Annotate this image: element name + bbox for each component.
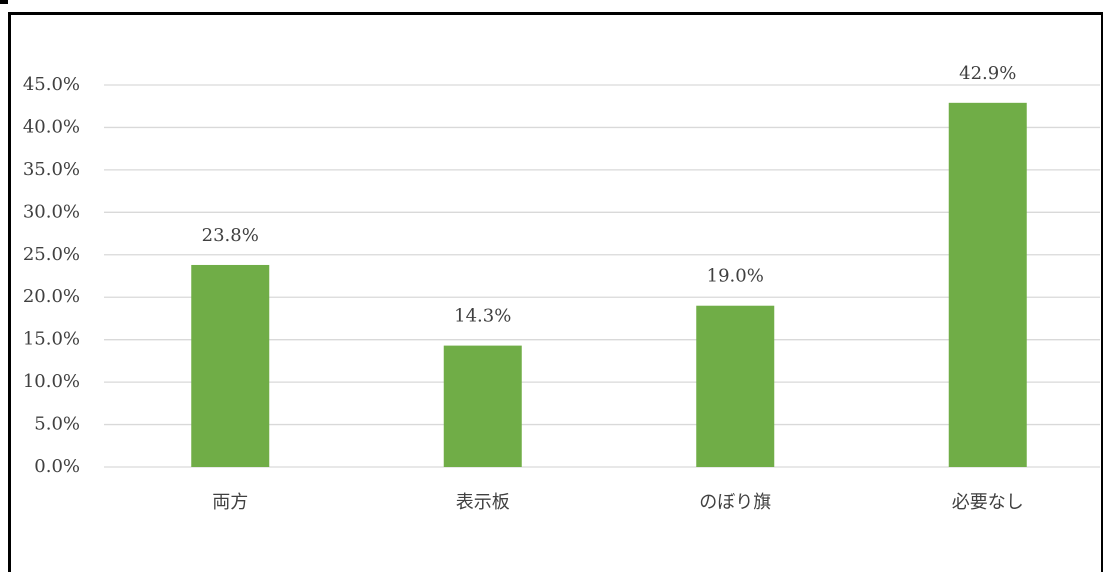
data-label: 23.8% — [202, 225, 259, 246]
x-tick-label: のぼり旗 — [699, 492, 771, 513]
y-tick-label: 15.0% — [23, 329, 80, 350]
y-tick-label: 5.0% — [34, 414, 80, 435]
y-tick-label: 45.0% — [23, 74, 80, 95]
bar — [443, 345, 522, 467]
data-label: 42.9% — [959, 63, 1016, 84]
y-tick-label: 30.0% — [23, 201, 80, 222]
x-tick-label: 必要なし — [952, 492, 1024, 513]
y-tick-label: 35.0% — [23, 159, 80, 180]
y-tick-label: 20.0% — [23, 286, 80, 307]
y-tick-label: 10.0% — [23, 371, 80, 392]
y-tick-label: 40.0% — [23, 116, 80, 137]
y-tick-label: 25.0% — [23, 244, 80, 265]
chart-frame — [8, 12, 1103, 572]
bar — [696, 305, 775, 467]
data-label: 19.0% — [707, 266, 764, 287]
y-tick-label: 0.0% — [34, 456, 80, 477]
x-tick-label: 表示板 — [456, 492, 510, 513]
data-label: 14.3% — [454, 306, 511, 327]
corner-mark — [0, 0, 8, 4]
bar — [191, 264, 270, 467]
bar — [948, 102, 1027, 468]
x-tick-label: 両方 — [212, 492, 248, 513]
